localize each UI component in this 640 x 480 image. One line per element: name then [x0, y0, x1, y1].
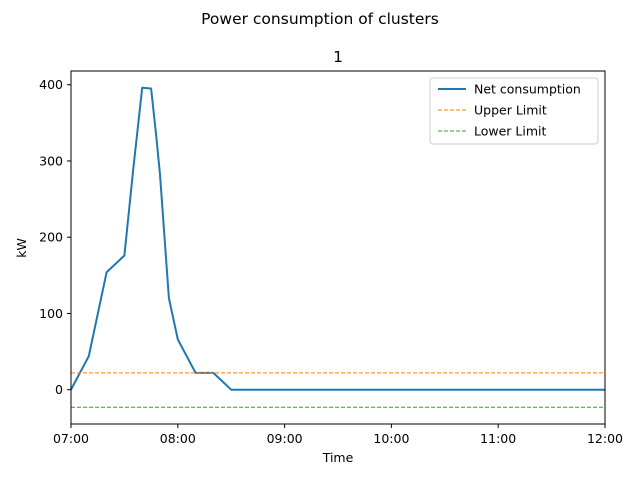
- legend-label: Lower Limit: [474, 124, 547, 139]
- x-tick-label: 08:00: [160, 431, 196, 446]
- x-tick-label: 09:00: [267, 431, 303, 446]
- y-tick-label: 300: [39, 153, 63, 168]
- x-tick-label: 11:00: [480, 431, 516, 446]
- x-tick-label: 12:00: [587, 431, 623, 446]
- legend-label: Upper Limit: [474, 103, 547, 118]
- legend: Net consumption Upper Limit Lower Limit: [429, 77, 599, 145]
- x-tick-label: 07:00: [53, 431, 89, 446]
- plot-area: [70, 86, 605, 408]
- x-tick-label: 10:00: [373, 431, 409, 446]
- chart-title: 1: [333, 48, 343, 66]
- y-axis: 0 100 200 300 400: [39, 77, 71, 397]
- net-consumption-line: [70, 86, 605, 391]
- legend-label: Net consumption: [474, 82, 581, 97]
- y-axis-label: kW: [14, 238, 29, 258]
- x-axis: 07:00 08:00 09:00 10:00 11:00 12:00: [53, 424, 623, 446]
- axes-frame: [70, 70, 606, 425]
- y-tick-label: 100: [39, 306, 63, 321]
- legend-frame: [429, 77, 599, 145]
- y-tick-label: 0: [55, 382, 63, 397]
- x-axis-label: Time: [322, 450, 354, 465]
- figure-title: Power consumption of clusters: [201, 10, 439, 28]
- y-tick-label: 200: [39, 230, 63, 245]
- y-tick-label: 400: [39, 77, 63, 92]
